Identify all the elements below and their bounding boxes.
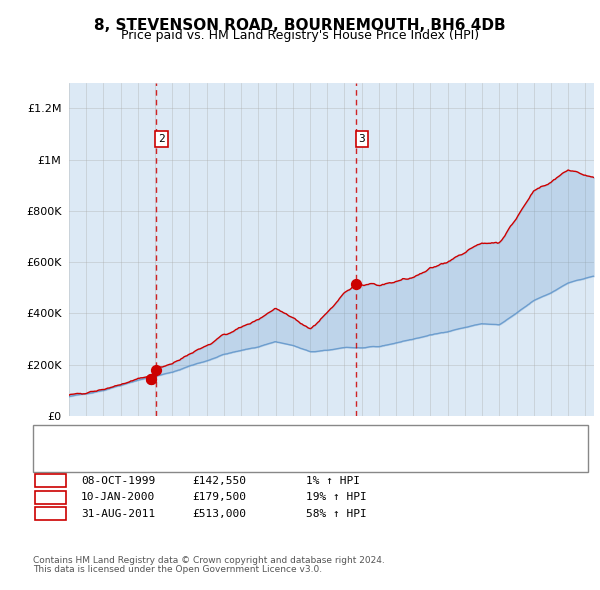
Text: 58% ↑ HPI: 58% ↑ HPI	[306, 509, 367, 519]
Text: ————: ————	[43, 454, 73, 467]
Text: ————: ————	[43, 431, 73, 444]
Point	[146, 375, 156, 384]
Text: 3: 3	[358, 134, 365, 144]
Text: 8, STEVENSON ROAD, BOURNEMOUTH, BH6 4DB (detached house): 8, STEVENSON ROAD, BOURNEMOUTH, BH6 4DB …	[93, 433, 440, 443]
Text: 10-JAN-2000: 10-JAN-2000	[81, 493, 155, 502]
Text: 31-AUG-2011: 31-AUG-2011	[81, 509, 155, 519]
Text: 1% ↑ HPI: 1% ↑ HPI	[306, 476, 360, 486]
Text: £142,550: £142,550	[192, 476, 246, 486]
Text: 2: 2	[47, 491, 54, 504]
Text: This data is licensed under the Open Government Licence v3.0.: This data is licensed under the Open Gov…	[33, 565, 322, 574]
Text: 1: 1	[47, 474, 54, 487]
Text: 3: 3	[47, 507, 54, 520]
Text: 8, STEVENSON ROAD, BOURNEMOUTH, BH6 4DB: 8, STEVENSON ROAD, BOURNEMOUTH, BH6 4DB	[94, 18, 506, 32]
Point	[146, 375, 156, 384]
Text: 08-OCT-1999: 08-OCT-1999	[81, 476, 155, 486]
Text: 2: 2	[158, 134, 165, 144]
Text: Price paid vs. HM Land Registry's House Price Index (HPI): Price paid vs. HM Land Registry's House …	[121, 30, 479, 42]
Point	[151, 365, 160, 375]
Text: 19% ↑ HPI: 19% ↑ HPI	[306, 493, 367, 502]
Text: Contains HM Land Registry data © Crown copyright and database right 2024.: Contains HM Land Registry data © Crown c…	[33, 556, 385, 565]
Text: £179,500: £179,500	[192, 493, 246, 502]
Text: £513,000: £513,000	[192, 509, 246, 519]
Text: HPI: Average price, detached house, Bournemouth Christchurch and Poole: HPI: Average price, detached house, Bour…	[93, 455, 481, 465]
Point	[351, 280, 361, 289]
